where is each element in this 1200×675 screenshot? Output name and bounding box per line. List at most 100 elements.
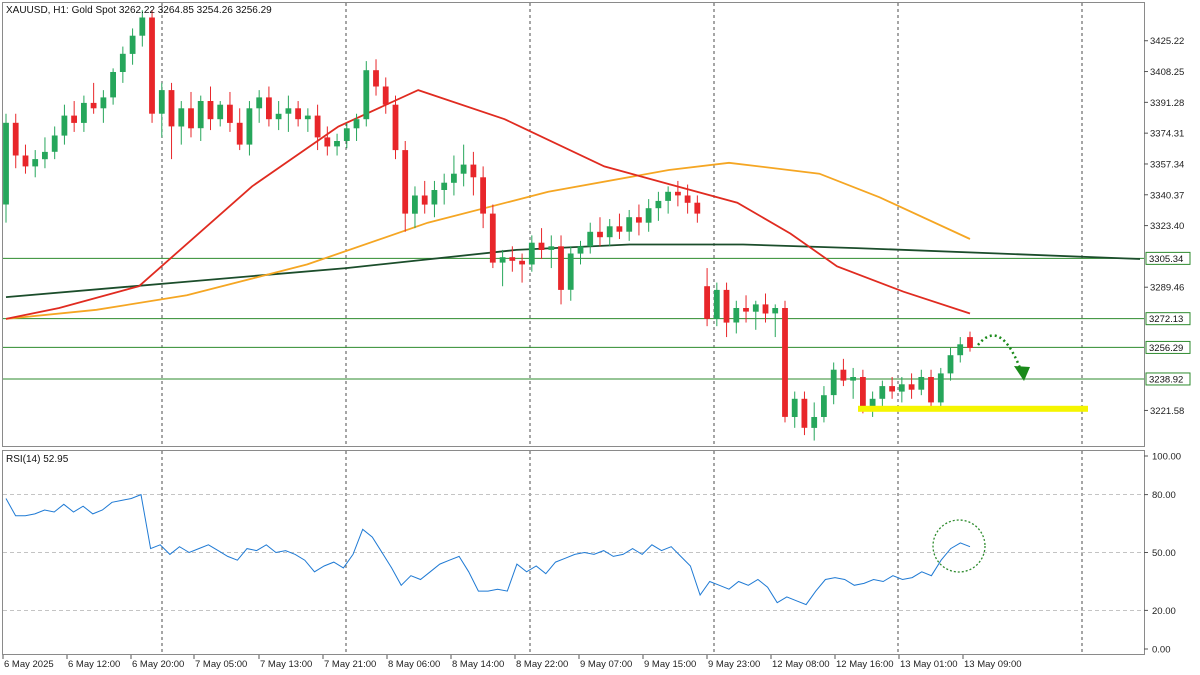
candle xyxy=(752,300,759,330)
candle-body xyxy=(100,97,107,109)
candle-body xyxy=(499,257,506,263)
candle-body xyxy=(597,231,603,238)
candle-body xyxy=(246,108,253,145)
candle-body xyxy=(304,115,311,120)
candle xyxy=(587,222,594,254)
price-level-tag xyxy=(1145,251,1191,265)
candle-body xyxy=(275,113,282,120)
forecast-arrow-head xyxy=(1014,366,1030,381)
candle xyxy=(227,91,233,132)
candle xyxy=(879,380,886,410)
candle xyxy=(22,144,29,174)
candle xyxy=(441,173,448,205)
candle-body xyxy=(791,398,798,417)
rsi-label: RSI(14) 52.95 xyxy=(6,454,69,465)
candle-body xyxy=(256,97,263,109)
candle-body xyxy=(762,304,769,314)
price-tick-label: 3374.31 xyxy=(1150,129,1184,140)
time-tick-label: 7 May 05:00 xyxy=(195,659,247,670)
candle xyxy=(421,180,428,214)
time-tick-label: 8 May 22:00 xyxy=(516,659,568,670)
candle-body xyxy=(110,72,116,98)
candle-body xyxy=(752,304,759,312)
candle xyxy=(32,150,39,178)
price-tick-label: 3425.22 xyxy=(1150,36,1184,47)
candle-body xyxy=(71,115,77,123)
support-zone xyxy=(858,405,1088,412)
candle xyxy=(509,246,516,272)
candle-body xyxy=(626,217,633,232)
candle xyxy=(567,246,574,301)
candle xyxy=(334,133,340,156)
candle-body xyxy=(567,253,574,290)
candle-body xyxy=(207,101,214,120)
candle-body xyxy=(840,369,847,381)
candle-body xyxy=(431,190,438,205)
candle xyxy=(499,249,506,287)
candle-body xyxy=(684,195,691,203)
candle xyxy=(119,46,126,83)
candle-body xyxy=(782,308,788,417)
candle-body xyxy=(743,308,749,312)
candle xyxy=(947,347,954,381)
candle xyxy=(129,28,136,65)
candle-body xyxy=(227,104,233,123)
candle-body xyxy=(12,122,19,156)
candle xyxy=(402,140,409,232)
candle-body xyxy=(704,286,710,319)
candle-body xyxy=(733,308,740,323)
candle xyxy=(168,82,175,160)
candlesticks xyxy=(3,10,973,441)
candle-body xyxy=(158,90,165,114)
candle xyxy=(12,113,19,169)
candle-body xyxy=(42,151,48,160)
candle xyxy=(353,113,360,141)
candle-body xyxy=(694,202,701,214)
candle xyxy=(636,204,642,236)
candle-body xyxy=(343,128,350,141)
candle xyxy=(51,126,58,160)
candle-body xyxy=(558,246,564,290)
price-tick-label: 3391.28 xyxy=(1150,98,1184,109)
candle-body xyxy=(402,150,409,214)
candle-body xyxy=(655,200,662,209)
candle-body xyxy=(119,53,126,72)
candle-body xyxy=(3,122,9,205)
candle-body xyxy=(295,108,301,120)
price-level-tag xyxy=(1145,340,1191,354)
rsi-highlight-ring xyxy=(932,519,986,573)
candle-body xyxy=(548,246,555,250)
candle xyxy=(236,108,243,151)
rsi-tick-label: 0.00 xyxy=(1152,645,1171,656)
candle xyxy=(791,391,798,428)
candle-body xyxy=(285,108,292,114)
candle-body xyxy=(188,108,194,129)
time-tick-label: 6 May 2025 xyxy=(4,659,54,670)
candle-body xyxy=(801,398,808,428)
candle xyxy=(850,367,856,399)
symbol-header: XAUUSD, H1: Gold Spot 3262.22 3264.85 32… xyxy=(6,5,272,16)
candle-body xyxy=(665,191,671,201)
rsi-tick-label: 80.00 xyxy=(1152,490,1176,501)
candle xyxy=(558,235,564,305)
candle-body xyxy=(830,369,837,396)
candle xyxy=(343,122,350,149)
candle xyxy=(256,90,263,123)
candle-body xyxy=(236,122,243,145)
candle-body xyxy=(266,97,272,120)
candle xyxy=(489,204,496,269)
candle xyxy=(71,101,77,132)
candle xyxy=(889,377,895,399)
price-tick-label: 3357.34 xyxy=(1150,159,1184,170)
time-tick-label: 6 May 20:00 xyxy=(132,659,184,670)
candle xyxy=(90,82,97,114)
candle-body xyxy=(489,213,496,263)
candle-body xyxy=(314,115,321,138)
time-tick-label: 9 May 23:00 xyxy=(708,659,760,670)
candle xyxy=(246,101,253,156)
candle xyxy=(149,10,155,123)
candle-body xyxy=(577,246,584,254)
time-axis: 6 May 2025 6 May 12:00 6 May 20:00 7 May 05… xyxy=(2,655,1022,670)
moving-averages xyxy=(5,89,1141,320)
